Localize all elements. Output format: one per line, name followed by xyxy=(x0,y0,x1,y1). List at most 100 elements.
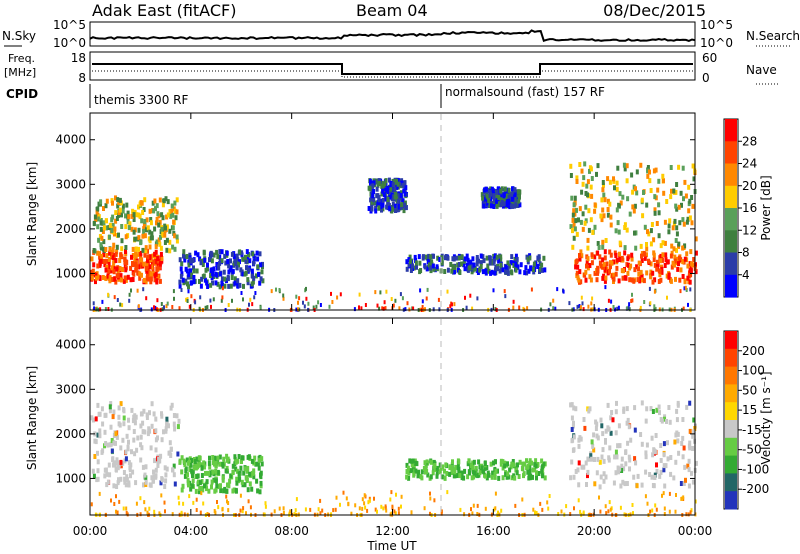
echo-cell xyxy=(650,222,654,227)
echo-cell xyxy=(382,192,386,198)
echo-cell xyxy=(493,471,497,477)
echo-cell xyxy=(560,509,563,514)
echo-cell xyxy=(626,440,630,446)
echo-cell xyxy=(143,219,147,224)
echo-cell xyxy=(609,264,612,270)
echo-cell xyxy=(115,244,119,250)
echo-cell xyxy=(691,203,695,209)
echo-cell xyxy=(259,472,262,478)
echo-cell xyxy=(640,482,644,488)
echo-cell xyxy=(395,196,399,202)
echo-cell xyxy=(618,443,622,449)
echo-cell xyxy=(96,216,100,222)
echo-cell xyxy=(680,496,683,501)
noise-series-line xyxy=(89,29,696,42)
echo-cell xyxy=(154,254,158,260)
echo-cell xyxy=(358,292,361,297)
echo-cell xyxy=(253,295,256,300)
echo-cell xyxy=(144,507,147,512)
echo-cell xyxy=(139,411,143,417)
echo-cell xyxy=(347,501,350,506)
echo-cell xyxy=(593,254,597,260)
echo-cell xyxy=(154,437,158,443)
echo-cell xyxy=(536,255,540,261)
echo-cell xyxy=(540,267,544,273)
echo-cell xyxy=(657,233,661,239)
echo-cell xyxy=(191,468,195,474)
echo-cell xyxy=(572,420,575,426)
echo-cell xyxy=(364,505,367,510)
echo-cell xyxy=(606,176,610,182)
echo-cell xyxy=(200,276,204,282)
echo-cell xyxy=(110,198,114,204)
echo-cell xyxy=(596,250,600,256)
echo-cell xyxy=(389,186,393,192)
echo-cell xyxy=(180,261,184,267)
time-tick-label: 20:00 xyxy=(577,524,612,538)
echo-cell xyxy=(429,265,433,271)
echo-cell xyxy=(476,503,479,508)
colorbar-tick-label: 50 xyxy=(742,383,757,397)
echo-cell xyxy=(196,473,200,479)
echo-cell xyxy=(200,473,204,478)
echo-cell xyxy=(449,262,453,267)
echo-cell xyxy=(596,241,600,246)
echo-cell xyxy=(151,200,155,206)
echo-cell xyxy=(105,482,109,488)
echo-cell xyxy=(145,296,148,301)
y-tick-label: 4000 xyxy=(55,338,86,352)
echo-cell xyxy=(687,208,691,214)
echo-cell xyxy=(492,197,496,203)
echo-cell xyxy=(650,474,654,480)
colorbar-cell xyxy=(725,366,737,385)
echo-cell xyxy=(96,206,100,212)
colorbar-cell xyxy=(725,473,737,492)
echo-cell xyxy=(625,262,629,268)
echo-cell xyxy=(499,197,503,203)
echo-cell xyxy=(569,173,573,178)
echo-cell xyxy=(418,260,422,266)
echo-cell xyxy=(146,431,150,437)
echo-cell xyxy=(646,168,650,174)
echo-cell xyxy=(547,506,550,511)
echo-cell xyxy=(485,193,489,199)
echo-cell xyxy=(225,278,228,284)
echo-cell xyxy=(593,270,597,276)
echo-cell xyxy=(192,268,196,274)
echo-cell xyxy=(480,192,484,198)
echo-cell xyxy=(577,217,580,223)
echo-cell xyxy=(407,257,411,263)
echo-cell xyxy=(385,187,389,193)
echo-cell xyxy=(190,280,194,286)
echo-cell xyxy=(145,227,148,233)
echo-cell xyxy=(145,268,149,274)
echo-cell xyxy=(164,509,166,514)
echo-cell xyxy=(147,236,151,242)
echo-cell xyxy=(661,493,663,498)
echo-cell xyxy=(478,464,482,470)
echo-cell xyxy=(610,260,614,266)
echo-cell xyxy=(492,288,495,293)
echo-cell xyxy=(251,251,255,257)
echo-cell xyxy=(506,266,510,271)
echo-cell xyxy=(604,275,608,281)
echo-cell xyxy=(110,253,113,259)
echo-cell xyxy=(183,257,187,263)
echo-cell xyxy=(649,241,653,247)
echo-cell xyxy=(438,257,442,262)
echo-cell xyxy=(466,461,470,467)
echo-cell xyxy=(457,459,461,465)
echo-cell xyxy=(528,255,532,261)
echo-cell xyxy=(474,465,478,471)
echo-cell xyxy=(557,512,560,516)
echo-cell xyxy=(131,418,135,424)
echo-cell xyxy=(218,254,222,260)
echo-cell xyxy=(466,257,470,263)
echo-cell xyxy=(607,298,610,303)
echo-cell xyxy=(115,249,119,255)
echo-cell xyxy=(154,244,158,250)
echo-cell xyxy=(572,405,576,411)
echo-cell xyxy=(429,511,431,516)
echo-cell xyxy=(93,214,97,220)
echo-cell xyxy=(214,280,218,286)
